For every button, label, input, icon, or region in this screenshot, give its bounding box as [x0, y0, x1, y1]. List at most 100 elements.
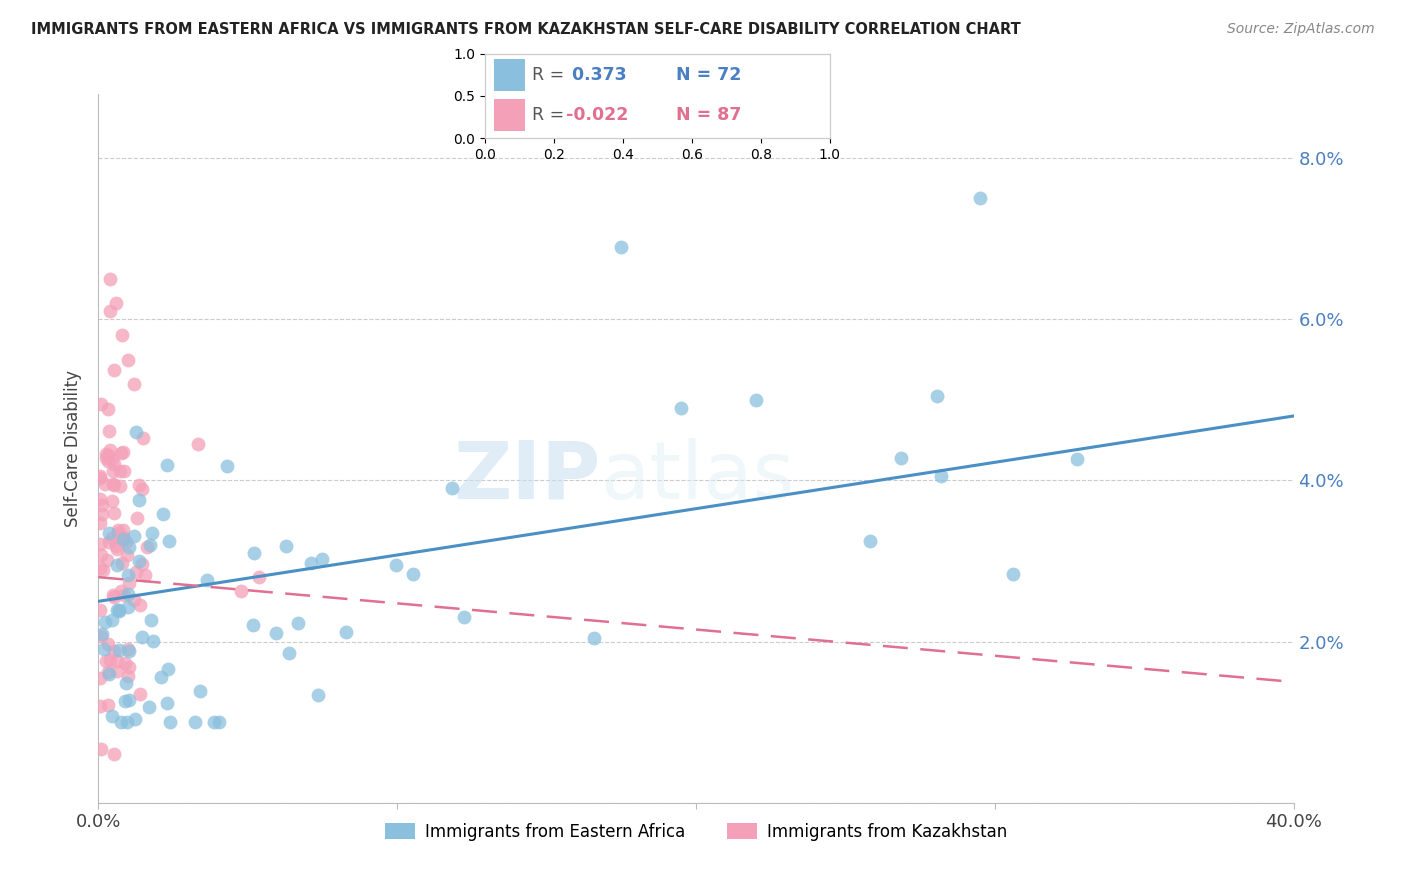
- Point: [111, 445, 134, 459]
- Point: [97, 454, 120, 468]
- Point: [307, 688, 329, 702]
- Point: [287, 615, 309, 630]
- Text: atlas: atlas: [600, 438, 794, 516]
- Point: [385, 558, 408, 573]
- Point: [125, 425, 148, 439]
- Text: ZIP: ZIP: [453, 438, 600, 516]
- Point: [97, 401, 120, 416]
- Point: [97, 424, 120, 438]
- Point: [1066, 452, 1088, 467]
- Point: [112, 464, 135, 478]
- Point: [242, 617, 264, 632]
- Point: [114, 694, 136, 708]
- Point: [299, 556, 322, 570]
- Point: [135, 541, 157, 555]
- Point: [107, 526, 129, 541]
- Point: [114, 656, 136, 670]
- Point: [105, 296, 128, 310]
- Point: [122, 529, 145, 543]
- Point: [107, 643, 129, 657]
- Point: [101, 493, 124, 508]
- Point: [103, 478, 125, 492]
- Point: [89, 537, 111, 551]
- Point: [98, 442, 121, 457]
- Point: [97, 448, 120, 462]
- Point: [97, 667, 120, 681]
- Point: [103, 362, 125, 376]
- Point: [184, 715, 207, 730]
- Point: [134, 568, 156, 582]
- Point: [91, 508, 114, 522]
- Text: N = 72: N = 72: [664, 66, 741, 84]
- Point: [108, 464, 131, 478]
- Point: [188, 683, 211, 698]
- Point: [90, 627, 112, 641]
- Point: [118, 693, 141, 707]
- Point: [111, 532, 134, 546]
- Point: [187, 437, 209, 451]
- Point: [100, 531, 122, 545]
- Point: [217, 458, 239, 473]
- Point: [582, 632, 605, 646]
- Point: [141, 634, 163, 648]
- Point: [98, 304, 121, 318]
- Text: R =: R =: [531, 106, 569, 124]
- Point: [105, 603, 128, 617]
- Point: [97, 698, 120, 712]
- Point: [156, 458, 179, 472]
- Point: [208, 715, 231, 730]
- Point: [97, 534, 120, 549]
- Point: [107, 654, 129, 668]
- Point: [108, 603, 131, 617]
- Text: 0.373: 0.373: [567, 66, 627, 84]
- Point: [311, 552, 333, 566]
- Point: [94, 654, 117, 668]
- Point: [91, 563, 114, 577]
- Point: [129, 598, 152, 612]
- Point: [89, 603, 111, 617]
- Point: [112, 588, 135, 602]
- Point: [89, 468, 111, 483]
- Point: [90, 548, 112, 562]
- Point: [94, 477, 117, 491]
- Point: [264, 625, 287, 640]
- Point: [156, 662, 179, 676]
- Point: [131, 630, 153, 644]
- Point: [132, 431, 155, 445]
- Point: [122, 592, 145, 607]
- Point: [96, 552, 118, 566]
- Point: [105, 540, 128, 554]
- Point: [969, 191, 991, 205]
- Point: [108, 604, 131, 618]
- Point: [335, 625, 357, 640]
- Point: [103, 588, 125, 602]
- Point: [118, 643, 141, 657]
- Point: [90, 629, 112, 643]
- Point: [89, 671, 111, 685]
- Point: [105, 664, 128, 678]
- Point: [96, 451, 118, 466]
- Point: [105, 558, 128, 572]
- Point: [89, 471, 111, 485]
- Point: [103, 590, 125, 604]
- Point: [124, 376, 146, 391]
- Point: [90, 397, 112, 411]
- Point: [90, 742, 112, 756]
- Point: [127, 511, 149, 525]
- Point: [890, 451, 912, 466]
- Point: [97, 637, 120, 651]
- Point: [89, 516, 111, 531]
- Point: [124, 713, 146, 727]
- Point: [101, 708, 124, 723]
- Point: [152, 507, 174, 521]
- Point: [98, 653, 121, 667]
- Point: [128, 492, 150, 507]
- Point: [129, 687, 152, 701]
- Point: [115, 534, 138, 549]
- Point: [138, 699, 160, 714]
- Point: [927, 389, 949, 403]
- Point: [247, 569, 270, 583]
- Point: [125, 566, 148, 580]
- Point: [139, 613, 162, 627]
- Point: [112, 524, 135, 538]
